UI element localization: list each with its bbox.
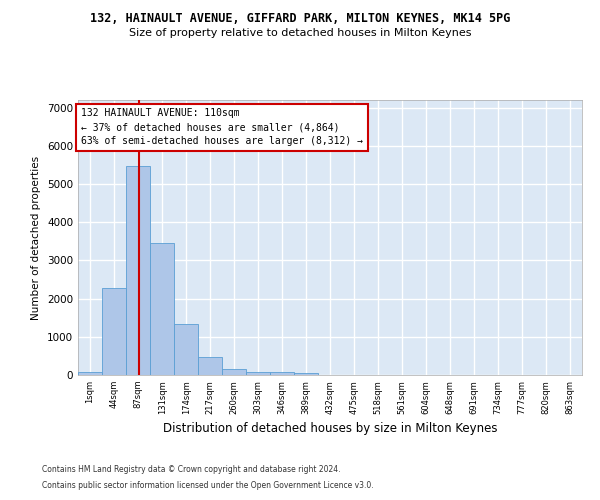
Text: 132, HAINAULT AVENUE, GIFFARD PARK, MILTON KEYNES, MK14 5PG: 132, HAINAULT AVENUE, GIFFARD PARK, MILT… — [90, 12, 510, 26]
Y-axis label: Number of detached properties: Number of detached properties — [31, 156, 41, 320]
Bar — [151, 243, 175, 375]
Text: Size of property relative to detached houses in Milton Keynes: Size of property relative to detached ho… — [129, 28, 471, 38]
Bar — [294, 374, 318, 375]
Text: Contains HM Land Registry data © Crown copyright and database right 2024.: Contains HM Land Registry data © Crown c… — [42, 466, 341, 474]
Bar — [270, 372, 294, 375]
Bar — [198, 357, 222, 375]
Bar — [126, 166, 150, 375]
Bar — [175, 324, 198, 375]
Bar — [102, 288, 126, 375]
Text: Contains public sector information licensed under the Open Government Licence v3: Contains public sector information licen… — [42, 480, 374, 490]
Bar — [78, 372, 102, 375]
X-axis label: Distribution of detached houses by size in Milton Keynes: Distribution of detached houses by size … — [163, 422, 497, 435]
Bar — [222, 369, 246, 375]
Text: 132 HAINAULT AVENUE: 110sqm
← 37% of detached houses are smaller (4,864)
63% of : 132 HAINAULT AVENUE: 110sqm ← 37% of det… — [82, 108, 364, 146]
Bar — [246, 372, 270, 375]
